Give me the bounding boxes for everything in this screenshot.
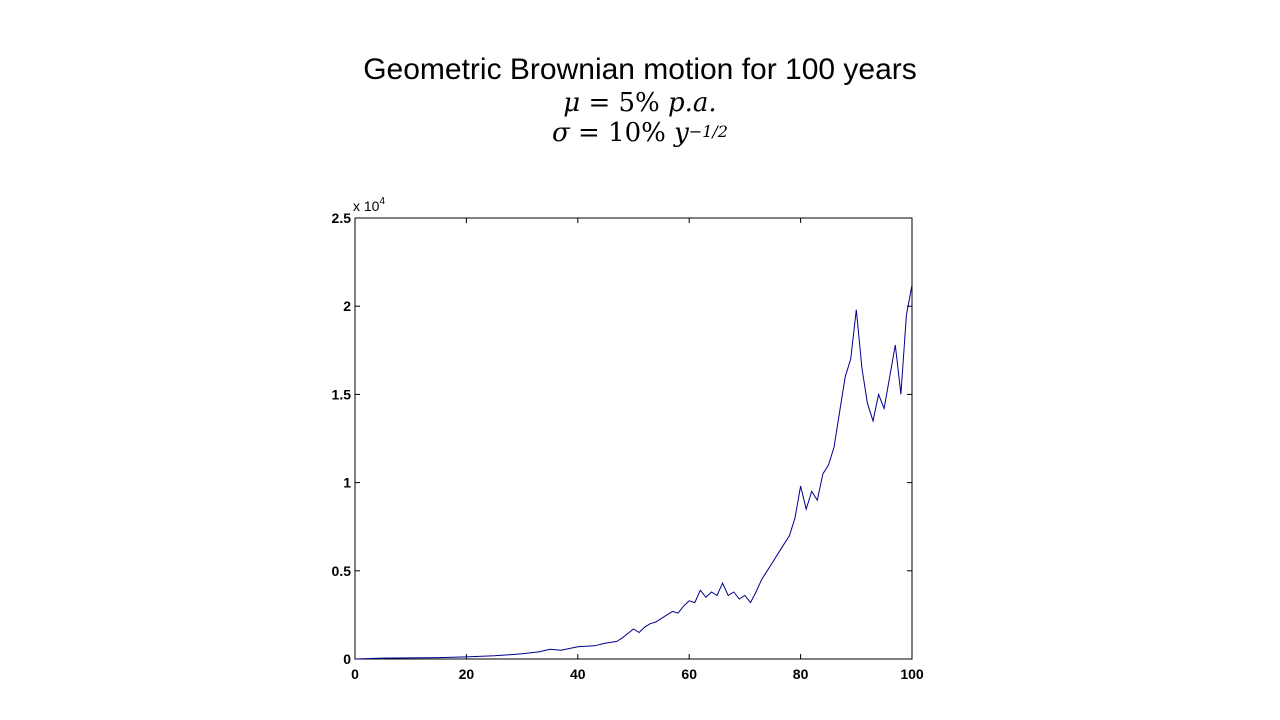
sigma-symbol: σ [552, 118, 570, 148]
y-tick-label: 1.5 [332, 386, 352, 402]
mu-unit: p.a. [668, 88, 717, 118]
series-line-gbm [354, 284, 913, 660]
x-tick-label: 40 [570, 666, 586, 682]
x-tick-label: 0 [351, 666, 359, 682]
title-mu-line: μ = 5% p.a. [0, 88, 1280, 118]
mu-symbol: μ [563, 88, 581, 118]
x-tick-label: 60 [681, 666, 697, 682]
mu-value: = 5% [580, 88, 669, 118]
y-tick-label: 2.5 [332, 210, 352, 226]
x-tick-label: 100 [900, 666, 924, 682]
title-main: Geometric Brownian motion for 100 years [363, 53, 917, 86]
sigma-unit-base: y [674, 118, 689, 148]
title-sigma-line: σ = 10% y−1/2 [0, 118, 1280, 148]
chart-title: Geometric Brownian motion for 100 years … [0, 52, 1280, 148]
x-tick-label: 20 [459, 666, 475, 682]
y-tick-label: 1 [343, 475, 351, 491]
y-tick-label: 0 [343, 651, 351, 667]
plot-area [354, 217, 913, 660]
x-tick-label: 80 [793, 666, 809, 682]
axis-ticks [354, 217, 913, 660]
sigma-value: = 10% [569, 118, 675, 148]
sigma-unit-exponent: −1/2 [688, 122, 728, 141]
y-tick-label: 0.5 [332, 563, 352, 579]
y-tick-label: 2 [343, 298, 351, 314]
x-axis-tick-labels: 0 20 40 60 80 100 [351, 666, 924, 682]
y-axis-tick-labels: 0 0.5 1 1.5 2 2.5 [332, 210, 352, 667]
y-axis-exponent-label: x 104 [353, 196, 385, 214]
